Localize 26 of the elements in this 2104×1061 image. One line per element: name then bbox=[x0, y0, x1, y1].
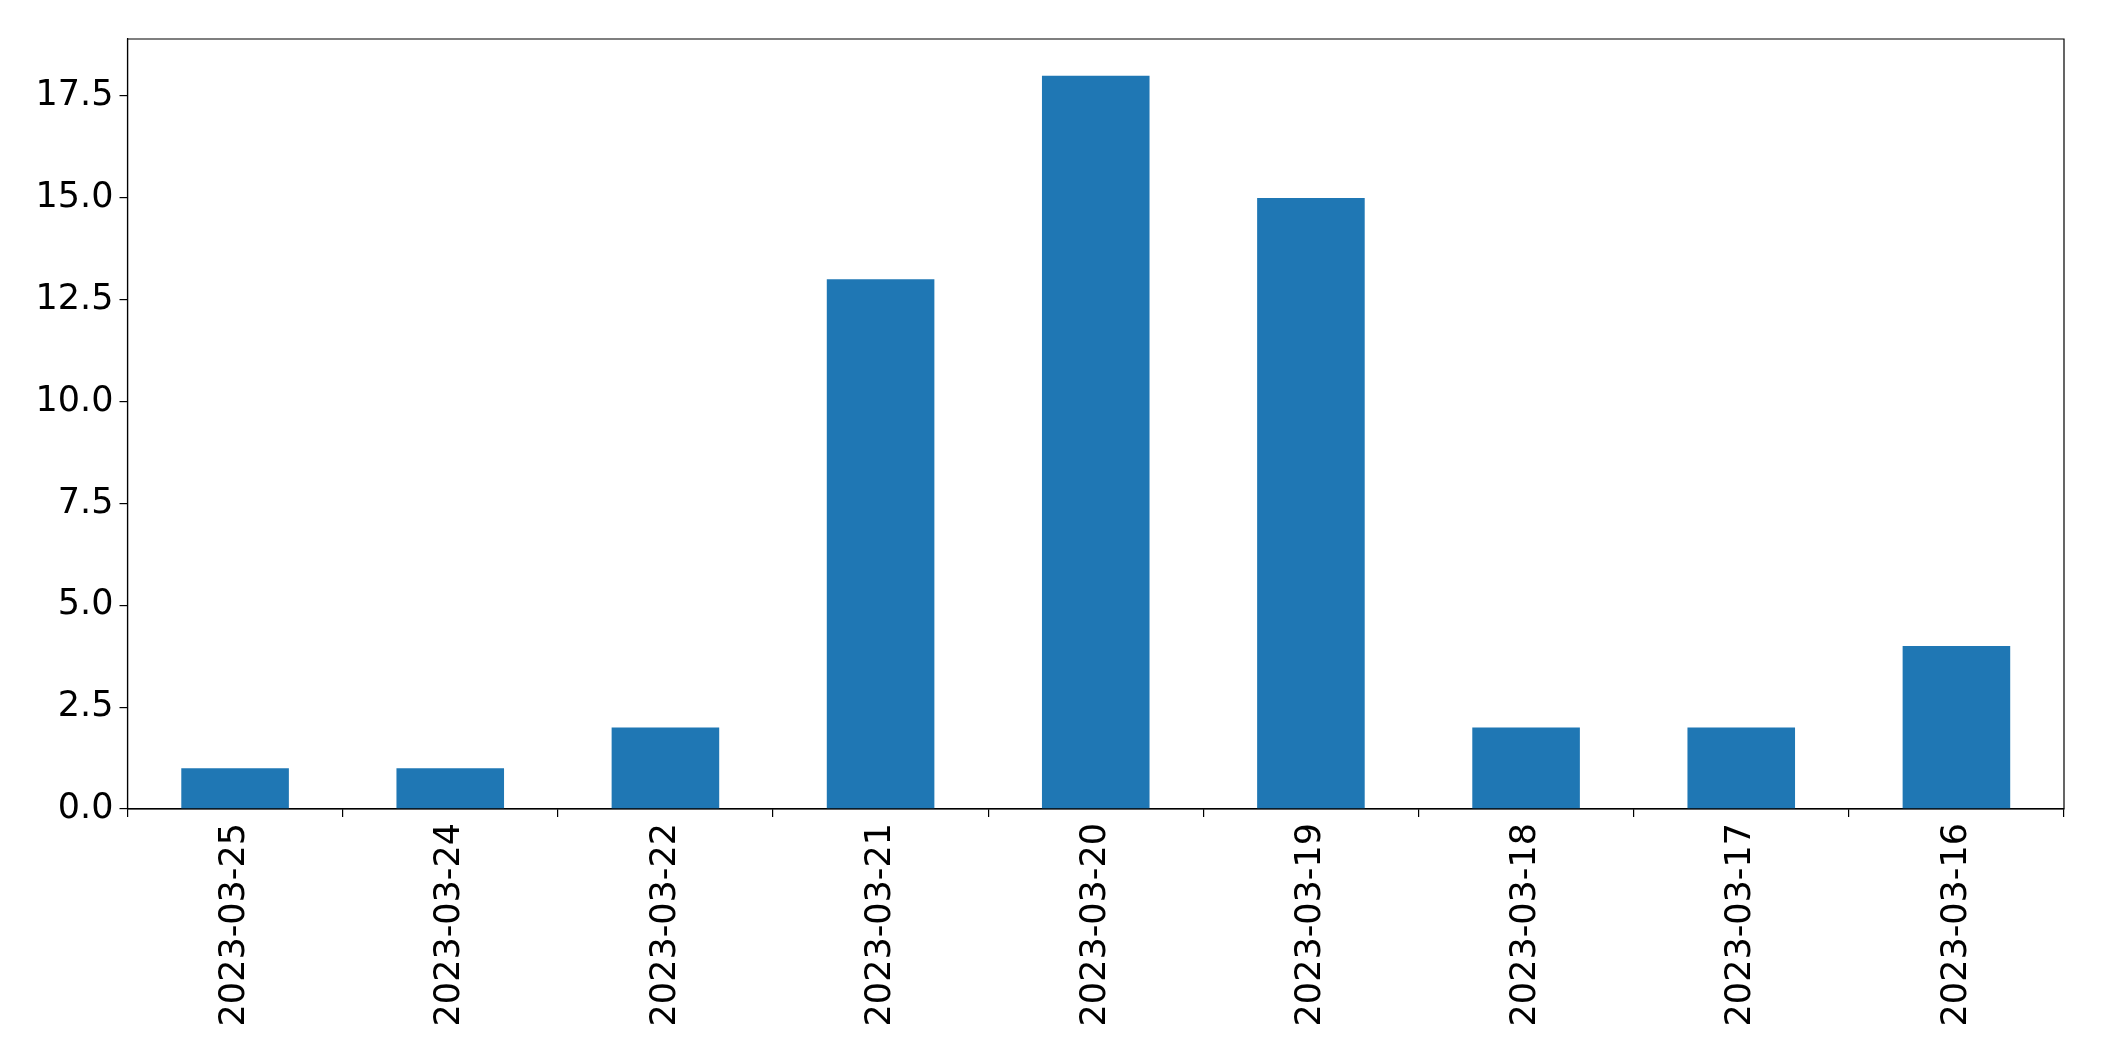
y-tick-label: 7.5 bbox=[57, 480, 114, 521]
x-tick-label: 2023-03-21 bbox=[857, 823, 898, 1027]
bar bbox=[396, 768, 505, 809]
x-tick-label: 2023-03-24 bbox=[427, 823, 468, 1027]
y-tick-label: 0.0 bbox=[57, 786, 114, 827]
bar bbox=[1902, 646, 2011, 809]
x-tick-label: 2023-03-19 bbox=[1288, 823, 1329, 1027]
bar bbox=[1257, 197, 1365, 809]
y-tick-label: 2.5 bbox=[57, 684, 114, 725]
y-tick-label: 15.0 bbox=[35, 174, 114, 215]
x-tick-label: 2023-03-17 bbox=[1718, 823, 1759, 1027]
bar bbox=[611, 727, 720, 809]
bar bbox=[1041, 75, 1150, 809]
x-tick-label: 2023-03-20 bbox=[1072, 823, 1113, 1027]
x-tick-label: 2023-03-22 bbox=[642, 823, 683, 1027]
x-tick-label: 2023-03-25 bbox=[212, 823, 253, 1027]
y-tick-label: 17.5 bbox=[35, 73, 114, 114]
bar bbox=[826, 279, 935, 809]
bar bbox=[1687, 727, 1796, 809]
x-tick-label: 2023-03-18 bbox=[1503, 823, 1544, 1027]
bar bbox=[181, 768, 289, 809]
y-tick-label: 12.5 bbox=[35, 276, 114, 317]
bar bbox=[1472, 727, 1580, 809]
y-tick-label: 10.0 bbox=[35, 378, 114, 419]
x-tick-label: 2023-03-16 bbox=[1933, 823, 1974, 1027]
y-tick-label: 5.0 bbox=[57, 582, 114, 623]
